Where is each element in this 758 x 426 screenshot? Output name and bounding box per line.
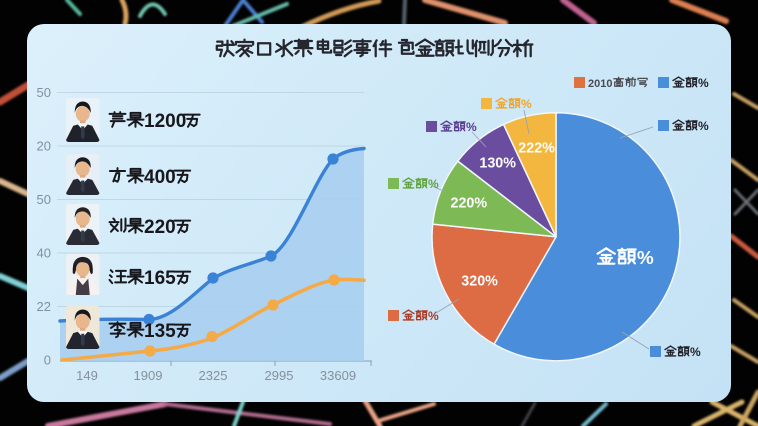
- svg-text:135: 135: [144, 321, 176, 342]
- svg-text:1200: 1200: [144, 111, 186, 132]
- svg-text:149: 149: [76, 368, 98, 383]
- svg-text:2325: 2325: [199, 368, 228, 383]
- svg-text:320%: 320%: [461, 274, 498, 290]
- svg-text:1909: 1909: [134, 368, 163, 383]
- svg-text:222%: 222%: [518, 141, 555, 157]
- svg-text:50: 50: [37, 192, 51, 207]
- svg-text:220%: 220%: [451, 196, 488, 212]
- svg-text:400: 400: [144, 167, 176, 188]
- svg-text:%: %: [466, 120, 477, 134]
- svg-text:%: %: [521, 97, 532, 111]
- svg-text:20: 20: [37, 139, 51, 154]
- svg-text:%: %: [428, 177, 439, 191]
- svg-text:165: 165: [144, 268, 176, 289]
- svg-text:2995: 2995: [265, 368, 294, 383]
- svg-text:%: %: [690, 345, 701, 359]
- svg-text:%: %: [428, 309, 439, 323]
- svg-text:%: %: [698, 76, 709, 90]
- svg-text:%: %: [637, 248, 654, 269]
- svg-text:40: 40: [37, 246, 51, 261]
- svg-text:33609: 33609: [320, 368, 356, 383]
- svg-text:130%: 130%: [479, 156, 516, 172]
- svg-text:%: %: [698, 119, 709, 133]
- svg-text:220: 220: [144, 217, 176, 238]
- svg-text:50: 50: [37, 85, 51, 100]
- svg-text:0: 0: [44, 353, 51, 368]
- svg-text:2010: 2010: [588, 78, 612, 90]
- svg-text:22: 22: [37, 299, 51, 314]
